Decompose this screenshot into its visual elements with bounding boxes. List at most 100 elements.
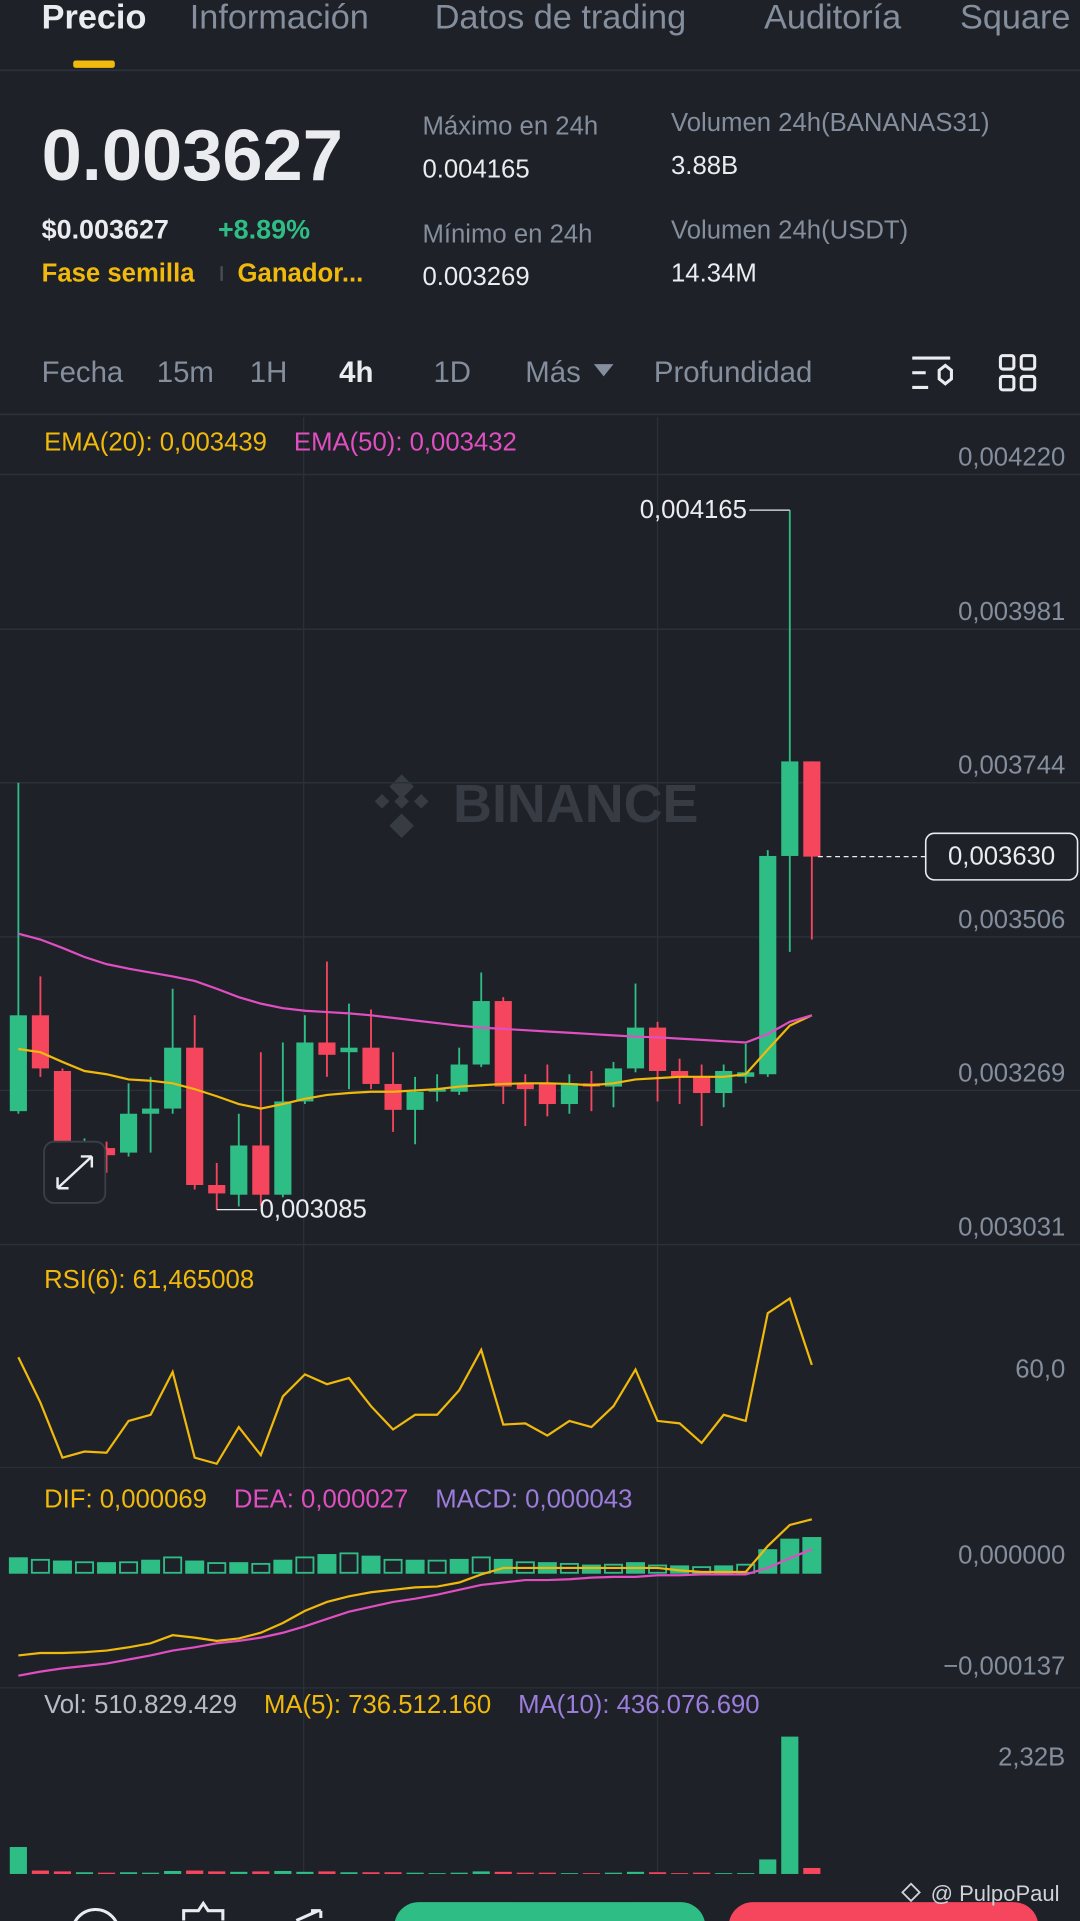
legend-entry: Vol: 510.829.429 <box>44 1691 237 1719</box>
candle-body <box>803 761 821 857</box>
indicator-line <box>18 1518 813 1657</box>
volume-bar <box>715 1873 733 1874</box>
y-tick-label: 0,003031 <box>958 1213 1065 1241</box>
volume-bar <box>759 1859 777 1874</box>
tab-bar: Precio Información Datos de trading Auditor… <box>42 0 1071 68</box>
volume-bar <box>516 1872 534 1874</box>
macd-bar <box>317 1554 337 1574</box>
layout-icon[interactable] <box>998 354 1037 392</box>
volume-bar <box>384 1872 402 1874</box>
stat-label: Máximo en 24h <box>422 113 598 141</box>
tab[interactable]: Información <box>190 0 369 37</box>
macd-bar <box>581 1564 601 1574</box>
macd-bar <box>207 1562 227 1574</box>
volume-bar <box>626 1871 645 1874</box>
y-tick-label: 0,004220 <box>958 443 1065 471</box>
candle-body <box>759 855 777 1075</box>
volume-bar <box>604 1872 623 1874</box>
macd-bar <box>780 1538 800 1574</box>
interval-option[interactable]: 4h <box>339 356 373 389</box>
candle-body <box>384 1083 402 1110</box>
macd-bar <box>163 1556 183 1574</box>
macd-bar <box>383 1558 403 1574</box>
candle-body <box>671 1070 689 1077</box>
nav-icon[interactable] <box>182 1900 225 1921</box>
volume-bar <box>671 1873 689 1874</box>
last-price-box <box>924 832 1079 881</box>
last-price: 0.003627 <box>42 116 343 196</box>
macd-bar <box>273 1559 293 1574</box>
bottom-bar <box>72 1900 1039 1921</box>
candle-body <box>560 1083 578 1105</box>
indicator-line <box>18 1548 813 1677</box>
interval-option[interactable]: Profundidad <box>654 356 812 389</box>
tag[interactable]: Ganador... <box>238 260 364 288</box>
stats: Máximo en 24h 0.004165 Mínimo en 24h 0.0032… <box>422 109 989 291</box>
volume-bar <box>428 1873 446 1874</box>
candle-body <box>428 1089 446 1092</box>
candle-body <box>296 1042 314 1102</box>
interval-option[interactable]: 15m <box>157 356 214 389</box>
macd-bar <box>339 1552 359 1574</box>
legend-entry: DEA: 0,000027 <box>234 1485 408 1513</box>
macd-bar <box>141 1559 161 1574</box>
dropdown-arrow <box>593 364 614 377</box>
legend-entry: DIF: 0,000069 <box>44 1485 207 1513</box>
tab[interactable]: Square <box>960 0 1071 37</box>
volume-bar <box>296 1871 314 1874</box>
last-price-label: 0,003630 <box>948 843 1055 871</box>
settings-icon[interactable] <box>912 356 953 389</box>
tab[interactable]: Datos de trading <box>435 0 686 37</box>
volume-bar <box>31 1870 49 1874</box>
toolbar: Fecha 15m 1H 4h 1D Más Profundidad <box>42 356 813 389</box>
volume-bar <box>538 1872 556 1874</box>
volume-bar <box>97 1872 116 1874</box>
tab[interactable]: Auditoría <box>764 0 902 37</box>
y-tick-label: 0,003506 <box>958 906 1065 934</box>
interval-option[interactable]: Más <box>525 356 581 389</box>
buy-button[interactable] <box>394 1902 705 1921</box>
volume-bar <box>781 1736 799 1874</box>
candle-body <box>186 1047 204 1185</box>
stat-value: 3.88B <box>671 152 738 180</box>
indicator-line <box>18 932 813 1044</box>
candle-body <box>274 1101 292 1195</box>
fullscreen-button[interactable] <box>43 1140 107 1204</box>
volume-bar <box>472 1871 490 1874</box>
candle-body <box>230 1145 248 1195</box>
interval-option[interactable]: Fecha <box>42 356 124 389</box>
volume-bar <box>164 1870 182 1874</box>
y-tick-label: 60,0 <box>1015 1355 1065 1383</box>
macd-bar <box>75 1561 94 1574</box>
candle-body <box>626 1027 645 1069</box>
volume-bar <box>252 1871 270 1874</box>
volume-bar <box>803 1867 821 1874</box>
candle-body <box>31 1015 49 1069</box>
candle-body <box>516 1083 534 1090</box>
volume-bar <box>318 1871 336 1874</box>
stat-label: Volumen 24h(BANANAS31) <box>671 109 990 137</box>
candle-body <box>693 1076 711 1094</box>
macd-bar <box>295 1556 315 1574</box>
watermark-logo <box>374 774 429 839</box>
candle-body <box>715 1070 733 1094</box>
volume-bar <box>340 1872 358 1874</box>
volume-bar <box>362 1872 380 1874</box>
price-change: +8.89% <box>218 214 310 244</box>
interval-option[interactable]: 1H <box>250 356 288 389</box>
candle-body <box>318 1042 336 1055</box>
legend-entry: MA(10): 436.076.690 <box>518 1691 759 1719</box>
stat-value: 14.34M <box>671 260 757 288</box>
nav-icon[interactable] <box>72 1907 119 1921</box>
volume-bar <box>582 1873 600 1874</box>
volume-bar <box>75 1872 94 1874</box>
extreme-label: 0,004165 <box>640 496 747 524</box>
candle-body <box>538 1083 556 1105</box>
nav-icon[interactable] <box>295 1909 323 1921</box>
tag[interactable]: Fase semilla <box>42 260 196 288</box>
tab[interactable]: Precio <box>42 0 147 37</box>
sell-button[interactable] <box>729 1902 1039 1921</box>
macd-bar <box>361 1555 381 1574</box>
interval-option[interactable]: 1D <box>433 356 471 389</box>
tab-indicator <box>73 60 115 68</box>
